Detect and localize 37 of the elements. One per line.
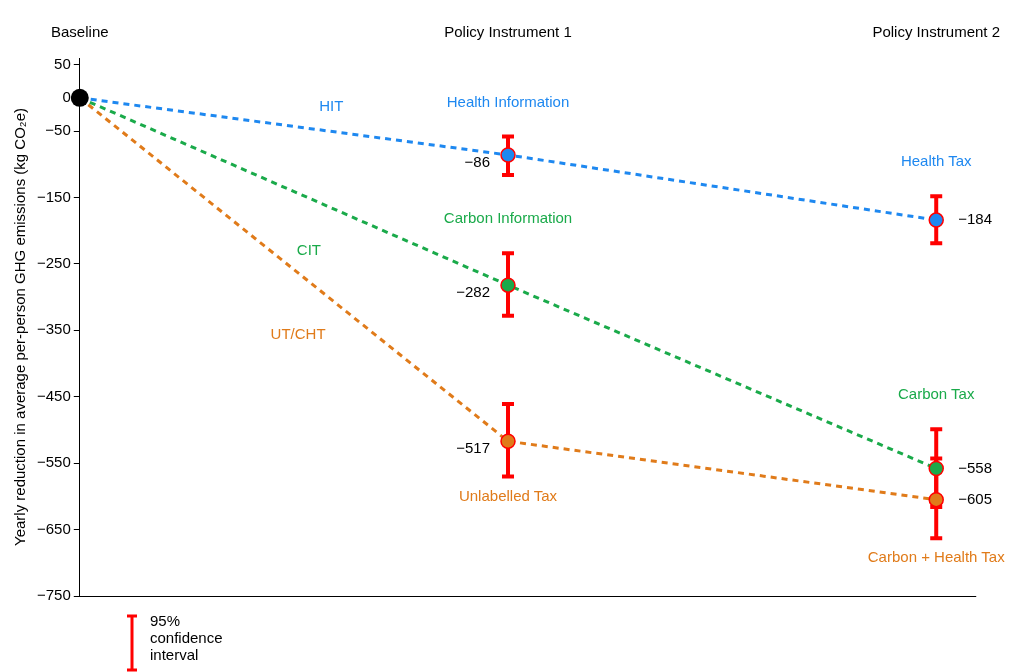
x-tick-label: Baseline (51, 23, 109, 41)
x-tick-label: Policy Instrument 1 (444, 23, 572, 41)
y-tick-label: 0 (62, 87, 71, 105)
y-tick-label: −450 (36, 386, 71, 404)
data-label: −558 (958, 458, 993, 476)
text: CIT (296, 240, 321, 258)
y-tick-label: −550 (36, 453, 71, 471)
y-axis-title: Yearly reduction in average per-person GHG emissions (kg CO₂e) (11, 108, 29, 546)
point (500, 277, 516, 293)
annotation: Carbon + Health Tax (867, 548, 1006, 566)
data-label: −282 (456, 283, 491, 301)
point (500, 433, 516, 449)
point (500, 147, 516, 163)
annotation: Health Tax (900, 152, 973, 170)
series-label: UT/CHT (270, 324, 326, 342)
annotation: Unlabelled Tax (458, 486, 558, 504)
annotation: Health Information (446, 92, 570, 110)
point (928, 491, 944, 508)
data-label: −184 (958, 210, 993, 228)
data-label: −517 (456, 439, 491, 457)
series-label: HIT (319, 97, 344, 115)
annotation: Carbon Information (443, 209, 573, 227)
data-label: −86 (464, 153, 491, 171)
y-tick-label: −50 (45, 121, 71, 139)
y-tick-label: −250 (36, 254, 71, 272)
point (928, 460, 944, 477)
point (70, 88, 89, 107)
annotation: Carbon Tax (898, 385, 975, 403)
y-tick-label: −750 (36, 586, 71, 604)
text: 95% confidence interval (150, 612, 224, 663)
x-tick-label: Policy Instrument 2 (872, 23, 1001, 41)
point (928, 212, 944, 228)
data-label: −605 (958, 489, 993, 507)
y-tick-label: 50 (54, 54, 71, 72)
y-tick-label: −150 (36, 187, 71, 205)
y-tick-label: −350 (36, 320, 71, 338)
y-tick-label: −650 (36, 519, 71, 537)
